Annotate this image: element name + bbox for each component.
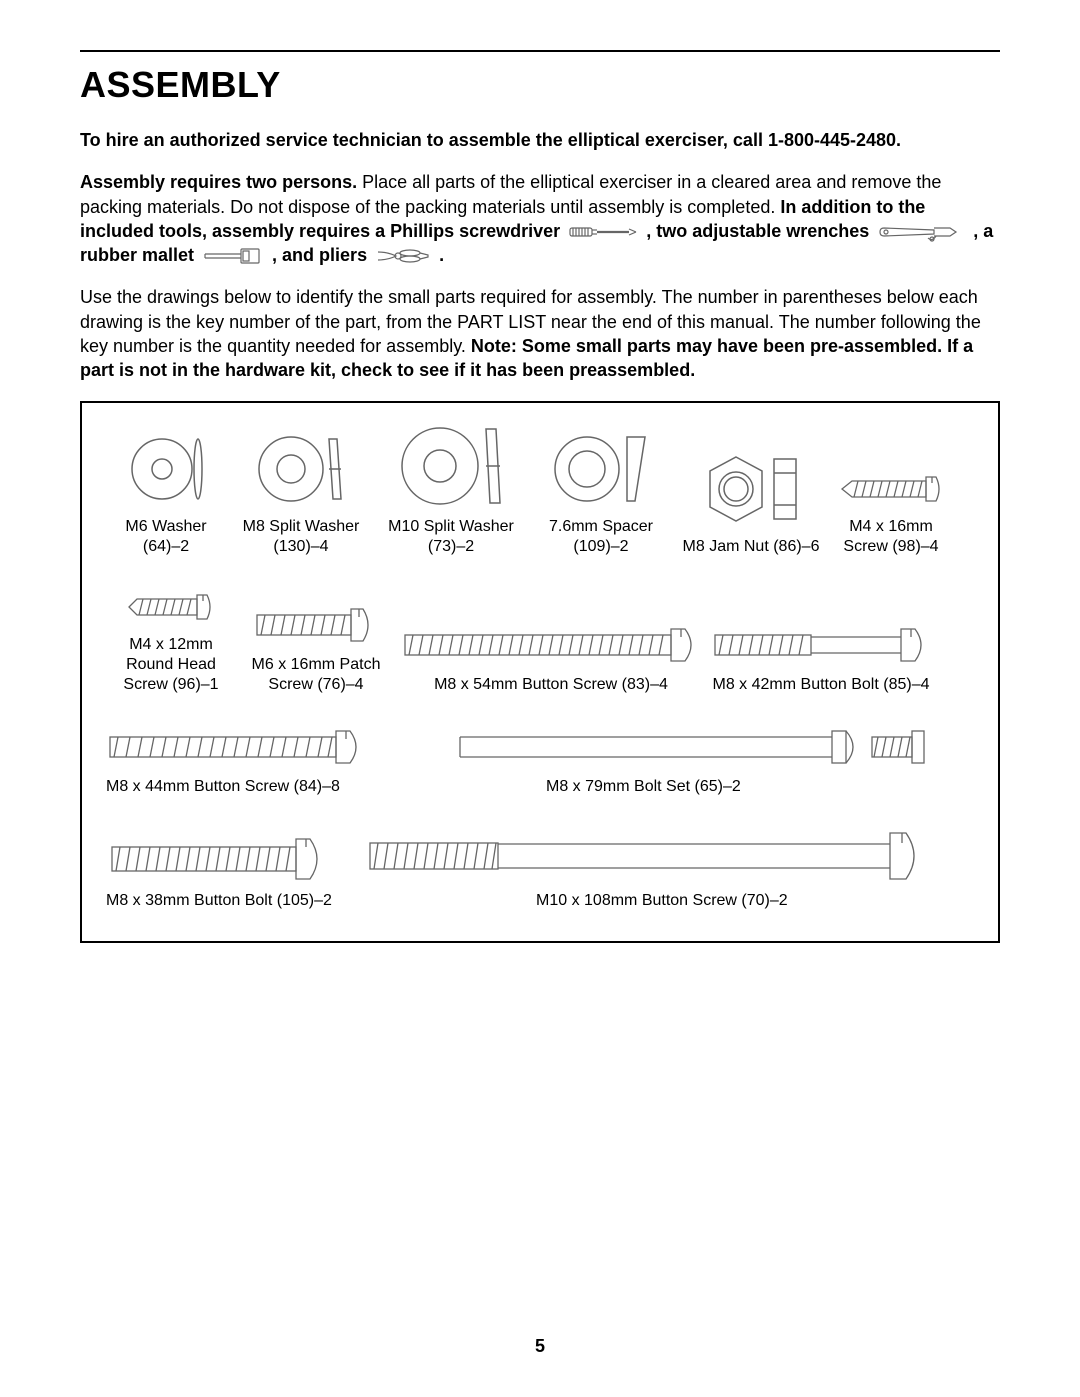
period-text: . bbox=[439, 245, 444, 265]
part-m8x54-button-screw: M8 x 54mm Button Screw (83)–4 bbox=[396, 623, 706, 695]
rubber-mallet-icon bbox=[203, 247, 263, 265]
pliers-text: , and pliers bbox=[272, 245, 372, 265]
part-label: M10 x 108mm Button Screw (70)–2 bbox=[366, 891, 788, 911]
intro-paragraph: To hire an authorized service technician… bbox=[80, 128, 1000, 152]
part-label: M8 x 38mm Button Bolt (105)–2 bbox=[106, 891, 332, 911]
part-m4x12-screw: M4 x 12mm Round Head Screw (96)–1 bbox=[106, 587, 236, 695]
part-m10-split-washer: M10 Split Washer (73)–2 bbox=[376, 423, 526, 557]
part-m6x16-patch-screw: M6 x 16mm Patch Screw (76)–4 bbox=[236, 603, 396, 695]
part-label: M6 Washer (64)–2 bbox=[106, 517, 226, 557]
part-label: M4 x 12mm Round Head Screw (96)–1 bbox=[106, 635, 236, 695]
parts-id-paragraph: Use the drawings below to identify the s… bbox=[80, 285, 1000, 382]
part-label: 7.6mm Spacer (109)–2 bbox=[526, 517, 676, 557]
part-label: M8 x 42mm Button Bolt (85)–4 bbox=[713, 675, 930, 695]
page-title: ASSEMBLY bbox=[80, 64, 1000, 106]
phillips-screwdriver-icon bbox=[569, 225, 637, 239]
pliers-icon bbox=[376, 248, 430, 264]
part-m8x79-bolt-set: M8 x 79mm Bolt Set (65)–2 bbox=[456, 725, 936, 797]
part-m6-washer: M6 Washer (64)–2 bbox=[106, 429, 226, 557]
part-m8-split-washer: M8 Split Washer (130)–4 bbox=[226, 429, 376, 557]
part-label: M6 x 16mm Patch Screw (76)–4 bbox=[236, 655, 396, 695]
part-spacer: 7.6mm Spacer (109)–2 bbox=[526, 429, 676, 557]
page-number: 5 bbox=[0, 1336, 1080, 1357]
part-m4x16-screw: M4 x 16mm Screw (98)–4 bbox=[826, 469, 956, 557]
parts-identification-box: M6 Washer (64)–2 M8 Split Washer (130)–4… bbox=[80, 401, 1000, 943]
requirements-paragraph: Assembly requires two persons. Place all… bbox=[80, 170, 1000, 267]
part-label: M8 x 79mm Bolt Set (65)–2 bbox=[456, 777, 741, 797]
part-label: M8 Jam Nut (86)–6 bbox=[683, 537, 820, 557]
part-label: M8 Split Washer (130)–4 bbox=[226, 517, 376, 557]
part-m8x44-button-screw: M8 x 44mm Button Screw (84)–8 bbox=[106, 725, 456, 797]
part-label: M10 Split Washer (73)–2 bbox=[376, 517, 526, 557]
part-m10x108-button-screw: M10 x 108mm Button Screw (70)–2 bbox=[366, 827, 936, 911]
two-persons-lead: Assembly requires two persons. bbox=[80, 172, 357, 192]
part-label: M8 x 54mm Button Screw (83)–4 bbox=[434, 675, 668, 695]
part-label: M8 x 44mm Button Screw (84)–8 bbox=[106, 777, 340, 797]
wrench-icon bbox=[878, 222, 964, 242]
part-m8x42-button-bolt: M8 x 42mm Button Bolt (85)–4 bbox=[706, 623, 936, 695]
part-m8x38-button-bolt: M8 x 38mm Button Bolt (105)–2 bbox=[106, 833, 366, 911]
wrenches-text: , two adjustable wrenches bbox=[646, 221, 874, 241]
part-jam-nut: M8 Jam Nut (86)–6 bbox=[676, 449, 826, 557]
part-label: M4 x 16mm Screw (98)–4 bbox=[826, 517, 956, 557]
